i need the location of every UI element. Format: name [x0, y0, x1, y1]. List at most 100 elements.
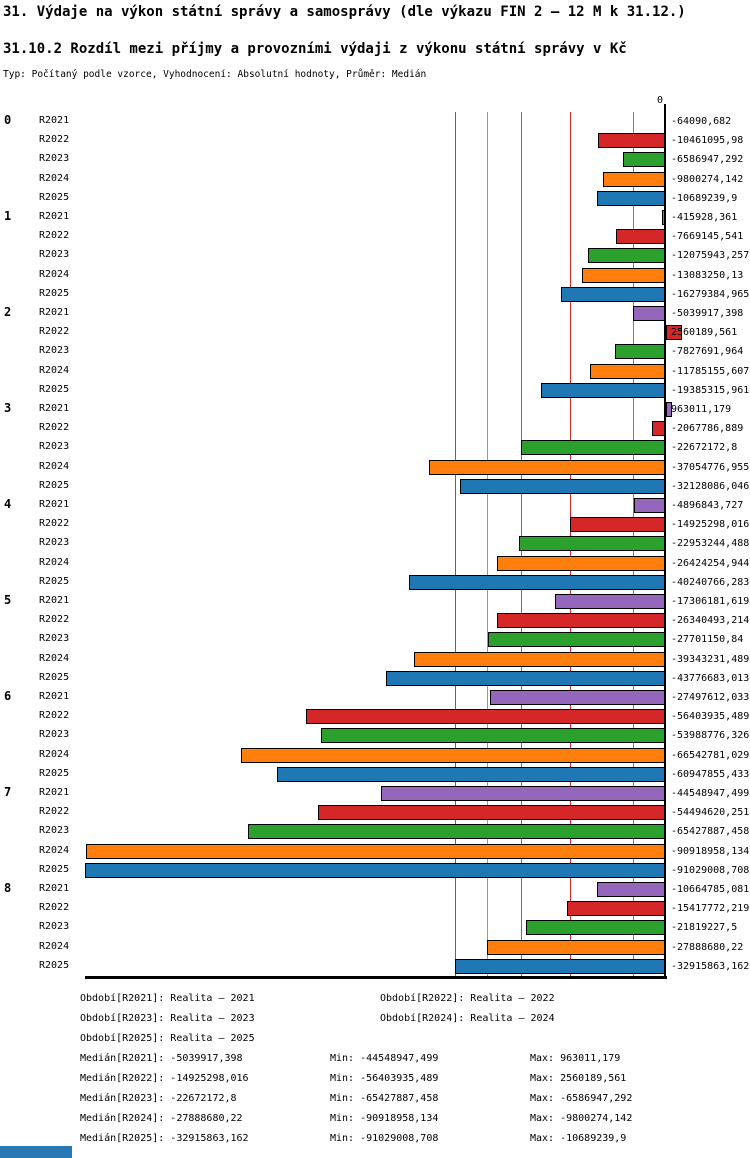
value-label: -32915863,162	[671, 960, 750, 972]
legend-median-4: Medián[R2025]: -32915863,162	[80, 1133, 249, 1144]
series-label: R2022	[39, 806, 70, 818]
series-label: R2021	[39, 115, 70, 126]
bar-3-R2021	[666, 402, 673, 417]
bar-3-R2024	[428, 459, 665, 475]
bar-8-R2025	[455, 958, 665, 974]
group-label-0: 0	[4, 113, 12, 127]
bar-7-R2025	[85, 862, 665, 878]
series-label: R2021	[39, 211, 70, 222]
value-label: -66542781,029	[671, 749, 750, 761]
group-label-1: 1	[4, 209, 12, 223]
value-label: -64090,682	[671, 116, 732, 127]
series-label: R2021	[39, 307, 70, 318]
bar-1-R2025	[561, 286, 665, 302]
bar-5-R2022	[497, 613, 665, 629]
legend-max-0: Max: 963011,179	[530, 1053, 621, 1064]
series-label: R2025	[39, 671, 70, 683]
series-label: R2022	[39, 614, 70, 626]
legend-max-2: Max: -6586947,292	[530, 1093, 633, 1104]
bar-4-R2023	[518, 536, 665, 552]
series-label: R2023	[39, 249, 70, 261]
value-label: -27888680,22	[671, 941, 744, 953]
bar-2-R2025	[541, 382, 665, 398]
bar-5-R2021	[554, 594, 665, 609]
series-label: R2025	[39, 575, 70, 587]
bottom-axis-line	[85, 976, 667, 979]
value-label: -16279384,965	[671, 288, 750, 300]
bar-3-R2022	[651, 421, 665, 437]
value-label: -22672172,8	[671, 442, 738, 454]
bar-6-R2025	[276, 766, 665, 782]
value-label: -11785155,607	[671, 365, 750, 377]
value-label: -44548947,499	[671, 788, 750, 799]
median-line-R2025	[455, 112, 457, 976]
value-label: -7827691,964	[671, 346, 744, 358]
legend-max-1: Max: 2560189,561	[530, 1073, 627, 1084]
bar-7-R2024	[85, 843, 665, 859]
legend-period-1: Období[R2022]: Realita – 2022	[380, 993, 555, 1004]
bar-4-R2024	[496, 555, 665, 571]
series-label: R2021	[39, 787, 70, 798]
axis-zero-label: 0	[657, 95, 664, 106]
legend-median-1: Medián[R2022]: -14925298,016	[80, 1073, 249, 1084]
series-label: R2024	[39, 844, 70, 856]
value-label: -2067786,889	[671, 423, 744, 435]
value-label: -10664785,081	[671, 884, 750, 895]
bar-2-R2024	[589, 363, 665, 379]
bar-3-R2025	[460, 478, 665, 494]
type-line: Typ: Počítaný podle vzorce, Vyhodnocení:…	[3, 69, 427, 80]
series-label: R2022	[39, 902, 70, 914]
series-label: R2025	[39, 863, 70, 875]
bar-8-R2023	[525, 920, 665, 936]
bar-5-R2025	[386, 670, 665, 686]
report-title: 31. Výdaje na výkon státní správy a samo…	[3, 4, 686, 20]
bar-1-R2024	[581, 267, 665, 283]
legend-median-3: Medián[R2024]: -27888680,22	[80, 1113, 243, 1124]
value-label: -91029008,708	[671, 864, 750, 876]
series-label: R2025	[39, 767, 70, 779]
bar-5-R2023	[488, 632, 665, 648]
series-label: R2024	[39, 748, 70, 760]
legend-period-2: Období[R2023]: Realita – 2023	[80, 1013, 255, 1024]
bar-1-R2023	[588, 248, 665, 264]
legend-period-3: Období[R2024]: Realita – 2024	[380, 1013, 555, 1024]
legend-min-2: Min: -65427887,458	[330, 1093, 439, 1104]
series-label: R2025	[39, 191, 70, 203]
bar-0-R2024	[602, 171, 665, 187]
value-label: -65427887,458	[671, 826, 750, 838]
value-label: -54494620,251	[671, 807, 750, 819]
value-label: -37054776,955	[671, 461, 750, 473]
value-label: -53988776,326	[671, 730, 750, 742]
legend-max-3: Max: -9800274,142	[530, 1113, 633, 1124]
bar-3-R2023	[520, 440, 665, 456]
legend-min-4: Min: -91029008,708	[330, 1133, 439, 1144]
bar-6-R2024	[241, 747, 665, 763]
series-label: R2022	[39, 518, 70, 530]
group-label-4: 4	[4, 497, 12, 511]
series-label: R2021	[39, 883, 70, 894]
value-label: -27497612,033	[671, 692, 750, 703]
series-label: R2025	[39, 479, 70, 491]
value-label: -15417772,219	[671, 903, 750, 915]
legend-min-1: Min: -56403935,489	[330, 1073, 439, 1084]
value-label: -10461095,98	[671, 135, 744, 147]
bar-5-R2024	[414, 651, 665, 667]
group-label-3: 3	[4, 401, 12, 415]
value-label: -39343231,489	[671, 653, 750, 665]
value-label: -60947855,433	[671, 768, 750, 780]
bar-0-R2023	[623, 152, 665, 168]
series-label: R2024	[39, 940, 70, 952]
value-label: -26340493,214	[671, 615, 750, 627]
value-label: -14925298,016	[671, 519, 750, 531]
value-label: -22953244,488	[671, 538, 750, 550]
value-label: -21819227,5	[671, 922, 738, 934]
bar-8-R2022	[566, 901, 665, 917]
bar-8-R2021	[597, 882, 665, 897]
value-label: -6586947,292	[671, 154, 744, 166]
bar-8-R2024	[487, 939, 665, 955]
series-label: R2021	[39, 691, 70, 702]
bar-7-R2023	[248, 824, 665, 840]
value-label: -17306181,619	[671, 596, 750, 607]
